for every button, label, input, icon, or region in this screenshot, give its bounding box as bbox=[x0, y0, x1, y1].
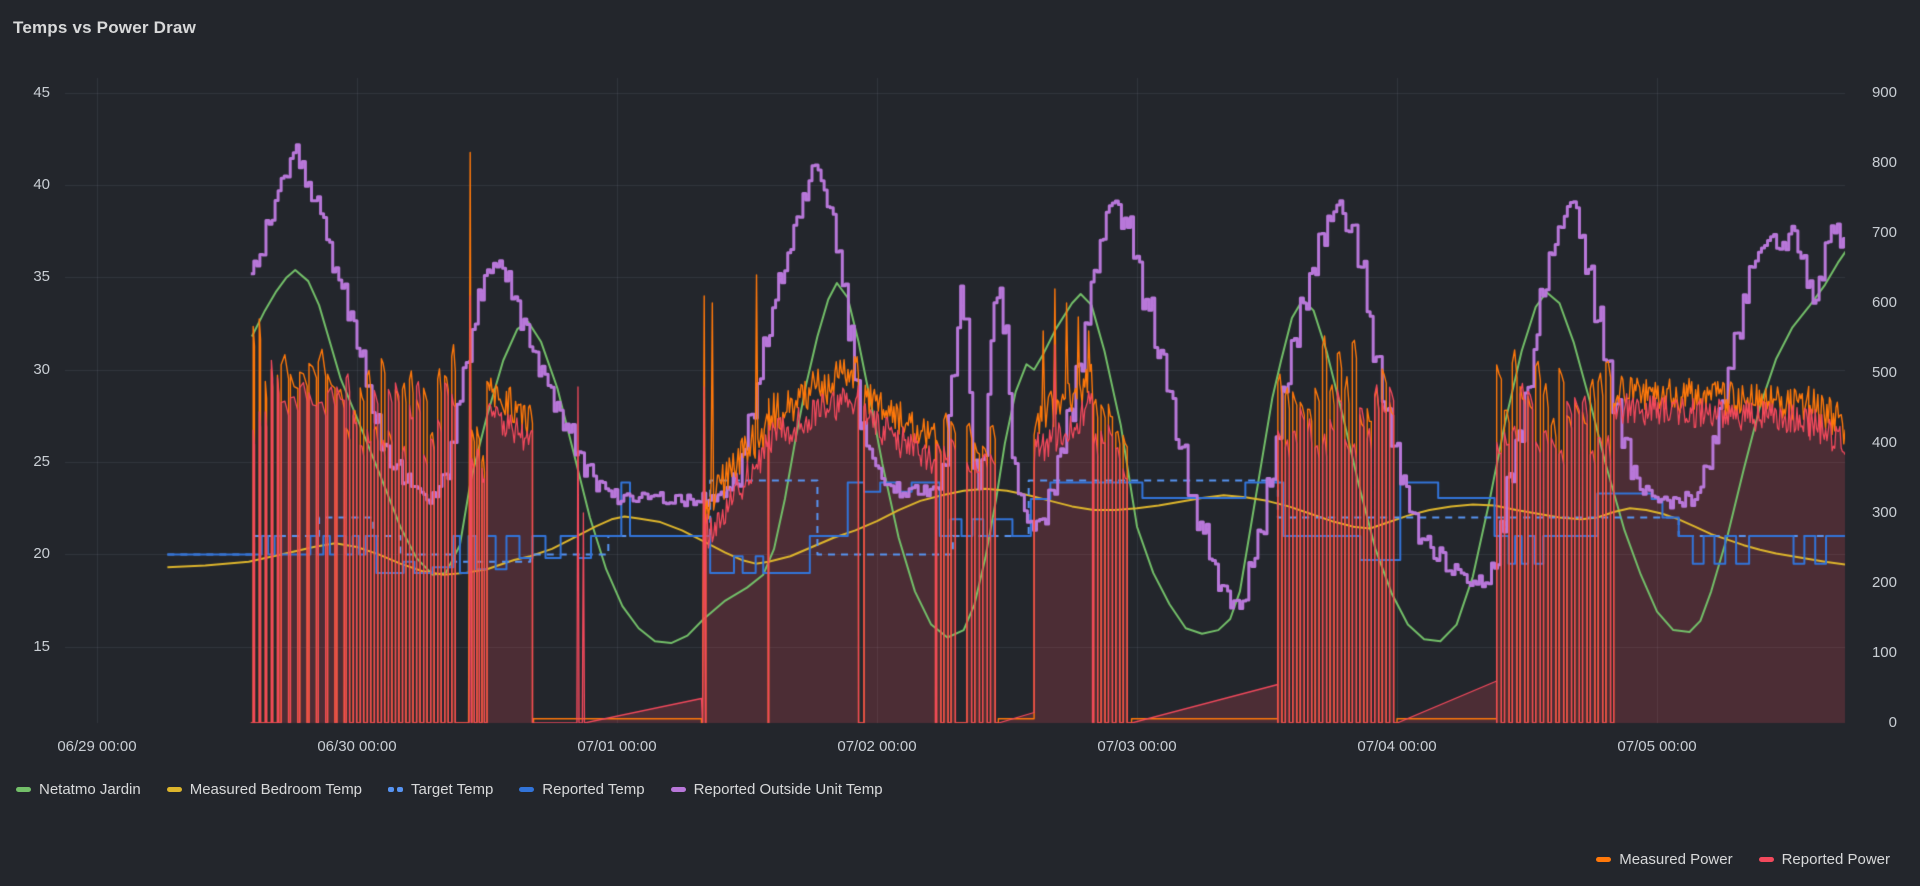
legend-swatch-icon bbox=[519, 787, 535, 792]
legend-label: Reported Temp bbox=[542, 781, 645, 798]
y-left-tick-45: 45 bbox=[33, 83, 50, 101]
legend-item-target-temp[interactable]: Target Temp bbox=[388, 781, 493, 798]
y-right-tick-900: 900 bbox=[1871, 83, 1897, 101]
x-tick: 06/29 00:00 bbox=[57, 738, 137, 755]
legend-item-measured-power[interactable]: Measured Power bbox=[1596, 851, 1733, 868]
legend-swatch-icon bbox=[388, 787, 404, 792]
y-right-tick-700: 700 bbox=[1871, 223, 1897, 241]
x-tick: 06/30 00:00 bbox=[317, 738, 397, 755]
y-left-tick-30: 30 bbox=[33, 360, 50, 378]
legend-label: Netatmo Jardin bbox=[39, 781, 141, 798]
legend-label: Measured Bedroom Temp bbox=[189, 781, 363, 798]
legend-swatch-icon bbox=[16, 787, 31, 792]
time-series-chart-canvas[interactable] bbox=[0, 0, 1920, 770]
legend-label: Target Temp bbox=[411, 781, 494, 798]
y-left-tick-35: 35 bbox=[33, 268, 50, 286]
legend-row-power: Measured Power Reported Power bbox=[1596, 851, 1890, 868]
x-tick: 07/05 00:00 bbox=[1617, 738, 1697, 755]
y-right-tick-100: 100 bbox=[1871, 643, 1897, 661]
x-tick: 07/03 00:00 bbox=[1097, 738, 1177, 755]
y-right-tick-800: 800 bbox=[1871, 153, 1897, 171]
y-left-tick-20: 20 bbox=[33, 545, 50, 563]
legend-label: Reported Outside Unit Temp bbox=[693, 781, 883, 798]
legend-item-measured-bedroom-temp[interactable]: Measured Bedroom Temp bbox=[166, 781, 363, 798]
legend-label: Measured Power bbox=[1619, 851, 1733, 868]
legend-item-reported-outside-unit-temp[interactable]: Reported Outside Unit Temp bbox=[670, 781, 883, 798]
legend-item-reported-power[interactable]: Reported Power bbox=[1758, 851, 1890, 868]
x-tick: 07/02 00:00 bbox=[837, 738, 917, 755]
y-right-tick-200: 200 bbox=[1871, 573, 1897, 591]
y-right-tick-300: 300 bbox=[1871, 503, 1897, 521]
legend-swatch-icon bbox=[1758, 857, 1774, 862]
y-left-tick-25: 25 bbox=[33, 453, 50, 471]
y-right-tick-400: 400 bbox=[1871, 433, 1897, 451]
y-right-tick-500: 500 bbox=[1871, 363, 1897, 381]
legend-swatch-icon bbox=[166, 787, 182, 792]
legend-item-netatmo-jardin[interactable]: Netatmo Jardin bbox=[16, 781, 141, 798]
y-left-tick-15: 15 bbox=[33, 637, 50, 655]
y-left-tick-40: 40 bbox=[33, 176, 50, 194]
y-right-tick-600: 600 bbox=[1871, 293, 1897, 311]
legend-swatch-icon bbox=[1596, 857, 1612, 862]
legend-label: Reported Power bbox=[1781, 851, 1890, 868]
legend-row-temps: Netatmo Jardin Measured Bedroom Temp Targe… bbox=[16, 781, 883, 798]
y-right-tick-0: 0 bbox=[1888, 714, 1897, 731]
x-tick: 07/01 00:00 bbox=[577, 738, 657, 755]
legend-item-reported-temp[interactable]: Reported Temp bbox=[519, 781, 645, 798]
legend-swatch-icon bbox=[670, 787, 686, 792]
panel-title[interactable]: Temps vs Power Draw bbox=[13, 18, 196, 37]
x-tick: 07/04 00:00 bbox=[1357, 738, 1437, 755]
